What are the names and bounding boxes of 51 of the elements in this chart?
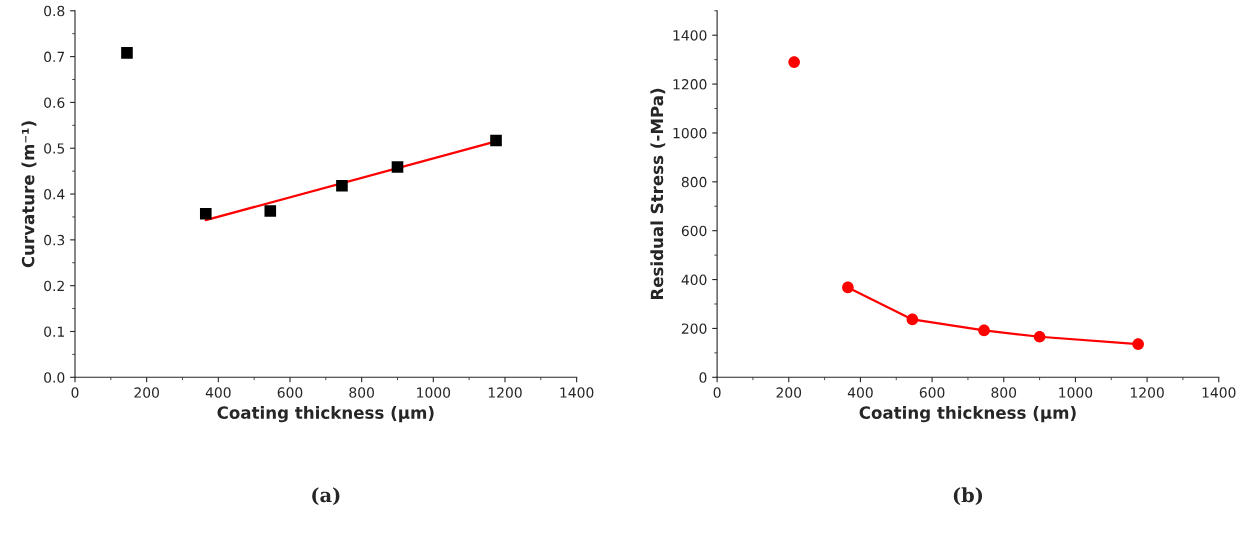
x-tick-label: 800 xyxy=(991,387,1017,398)
y-tick-label: 0.1 xyxy=(44,326,64,337)
x-tick-label: 1000 xyxy=(417,387,451,398)
point xyxy=(906,313,919,326)
x-axis-title: Coating thickness (μm) xyxy=(859,406,1076,423)
point xyxy=(336,179,348,192)
x-tick-label: 400 xyxy=(205,387,231,398)
point xyxy=(842,281,854,294)
y-axis-title: Residual Stress (-MPa) xyxy=(650,88,666,300)
x-tick-label: 1400 xyxy=(560,387,594,398)
point xyxy=(490,134,502,147)
y-tick-label: 200 xyxy=(681,323,707,334)
y-tick-label: 600 xyxy=(681,225,707,237)
point xyxy=(788,56,800,68)
y-tick-label: 400 xyxy=(681,274,707,286)
y-tick-label: 1200 xyxy=(673,79,707,90)
y-tick-label: 1000 xyxy=(673,127,707,139)
y-axis-title: Curvature (m⁻¹) xyxy=(21,121,37,268)
point xyxy=(264,205,277,217)
point xyxy=(391,161,404,173)
x-tick-label: 600 xyxy=(277,387,303,398)
x-tick-label: 0 xyxy=(71,387,79,398)
y-tick-label: 0.8 xyxy=(44,5,65,17)
x-tick-label: 1200 xyxy=(488,387,522,398)
point xyxy=(121,47,133,59)
y-tick-label: 0.2 xyxy=(44,280,64,292)
y-tick-label: 0.0 xyxy=(44,372,65,383)
y-tick-label: 800 xyxy=(681,176,707,188)
x-tick-label: 1000 xyxy=(1059,387,1093,398)
x-axis-title: Coating thickness (μm) xyxy=(217,406,434,423)
y-tick-label: 0.3 xyxy=(44,234,65,246)
y-tick-label: 0 xyxy=(699,372,707,383)
x-tick-label: 200 xyxy=(134,387,159,398)
point xyxy=(1132,338,1144,350)
text: (a) xyxy=(312,487,340,506)
x-tick-label: 400 xyxy=(847,387,873,398)
y-tick-label: 0.6 xyxy=(44,97,65,108)
text: (b) xyxy=(953,487,983,506)
x-tick-label: 800 xyxy=(349,387,374,398)
point xyxy=(199,207,212,220)
x-tick-label: 1400 xyxy=(1202,387,1236,398)
x-tick-label: 0 xyxy=(713,387,721,398)
y-tick-label: 0.7 xyxy=(44,51,65,63)
point xyxy=(978,324,990,337)
y-tick-label: 0.4 xyxy=(44,189,65,200)
x-tick-label: 600 xyxy=(919,387,945,398)
x-tick-label: 1200 xyxy=(1130,387,1164,398)
y-tick-label: 0.5 xyxy=(44,143,65,154)
point xyxy=(1033,330,1046,343)
x-tick-label: 200 xyxy=(776,387,802,398)
y-tick-label: 1400 xyxy=(673,30,707,41)
